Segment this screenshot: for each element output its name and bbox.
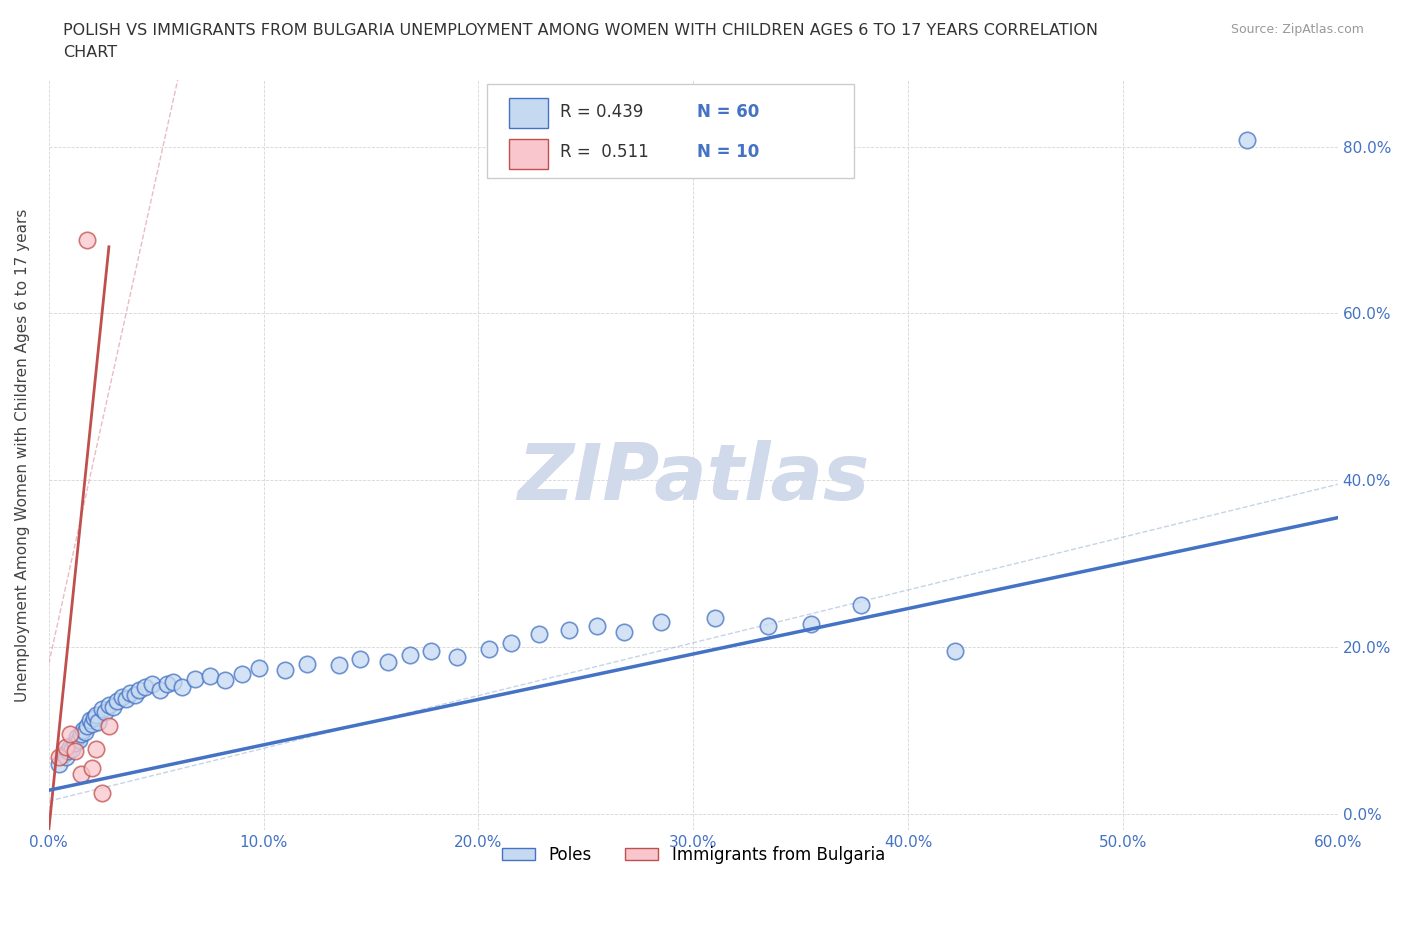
Point	[198, 669, 221, 684]
Text: R =  0.511: R = 0.511	[561, 143, 650, 161]
Point	[124, 688, 146, 703]
Point	[120, 685, 142, 700]
Point	[84, 708, 107, 723]
Point	[91, 702, 114, 717]
Text: N = 10: N = 10	[697, 143, 759, 161]
Point	[758, 618, 780, 633]
Point	[349, 652, 371, 667]
Point	[52, 746, 75, 761]
Point	[111, 689, 134, 704]
Point	[91, 785, 114, 800]
Point	[97, 698, 120, 712]
Point	[67, 733, 90, 748]
Text: ZIPatlas: ZIPatlas	[517, 440, 869, 516]
Point	[56, 744, 79, 759]
Text: R = 0.439: R = 0.439	[561, 102, 644, 121]
Point	[499, 635, 522, 650]
Point	[650, 615, 672, 630]
Point	[55, 750, 77, 764]
Point	[184, 671, 207, 686]
Legend: Poles, Immigrants from Bulgaria: Poles, Immigrants from Bulgaria	[495, 840, 891, 870]
Point	[93, 705, 115, 720]
Point	[70, 727, 93, 742]
Point	[115, 691, 138, 706]
Point	[943, 644, 966, 658]
Point	[274, 663, 297, 678]
Point	[128, 683, 150, 698]
Point	[800, 617, 823, 631]
Point	[103, 699, 125, 714]
Point	[156, 677, 179, 692]
Point	[76, 232, 98, 247]
Point	[446, 649, 468, 664]
Point	[48, 756, 70, 771]
Point	[377, 655, 399, 670]
Point	[87, 714, 110, 729]
Point	[79, 712, 101, 727]
Point	[60, 741, 83, 756]
Point	[76, 719, 98, 734]
Point	[80, 761, 103, 776]
FancyBboxPatch shape	[486, 84, 855, 178]
Point	[59, 727, 82, 742]
Text: CHART: CHART	[63, 45, 117, 60]
Text: N = 60: N = 60	[697, 102, 759, 121]
Point	[66, 729, 89, 744]
Point	[398, 648, 420, 663]
Point	[247, 660, 270, 675]
Point	[149, 683, 172, 698]
Point	[72, 723, 94, 737]
Text: POLISH VS IMMIGRANTS FROM BULGARIA UNEMPLOYMENT AMONG WOMEN WITH CHILDREN AGES 6: POLISH VS IMMIGRANTS FROM BULGARIA UNEMP…	[63, 23, 1098, 38]
Point	[328, 658, 350, 672]
Point	[420, 644, 443, 658]
Text: Source: ZipAtlas.com: Source: ZipAtlas.com	[1230, 23, 1364, 36]
Point	[55, 739, 77, 754]
Point	[478, 641, 501, 656]
Point	[75, 724, 97, 739]
Point	[63, 736, 86, 751]
Point	[48, 750, 70, 764]
Point	[63, 744, 86, 759]
Point	[107, 694, 129, 709]
Point	[141, 677, 163, 692]
Point	[527, 627, 550, 642]
Point	[84, 741, 107, 756]
Point	[585, 618, 607, 633]
Point	[80, 716, 103, 731]
Point	[1236, 133, 1258, 148]
Point	[849, 598, 872, 613]
Point	[557, 623, 579, 638]
Point	[83, 711, 105, 725]
FancyBboxPatch shape	[509, 99, 547, 128]
Point	[214, 672, 236, 687]
Point	[170, 680, 193, 695]
Point	[162, 674, 184, 689]
Point	[613, 624, 636, 639]
Point	[134, 680, 156, 695]
FancyBboxPatch shape	[509, 139, 547, 169]
Point	[97, 719, 120, 734]
Point	[231, 666, 253, 681]
Y-axis label: Unemployment Among Women with Children Ages 6 to 17 years: Unemployment Among Women with Children A…	[15, 208, 30, 702]
Point	[703, 610, 725, 625]
Point	[59, 739, 82, 754]
Point	[295, 657, 318, 671]
Point	[70, 766, 93, 781]
